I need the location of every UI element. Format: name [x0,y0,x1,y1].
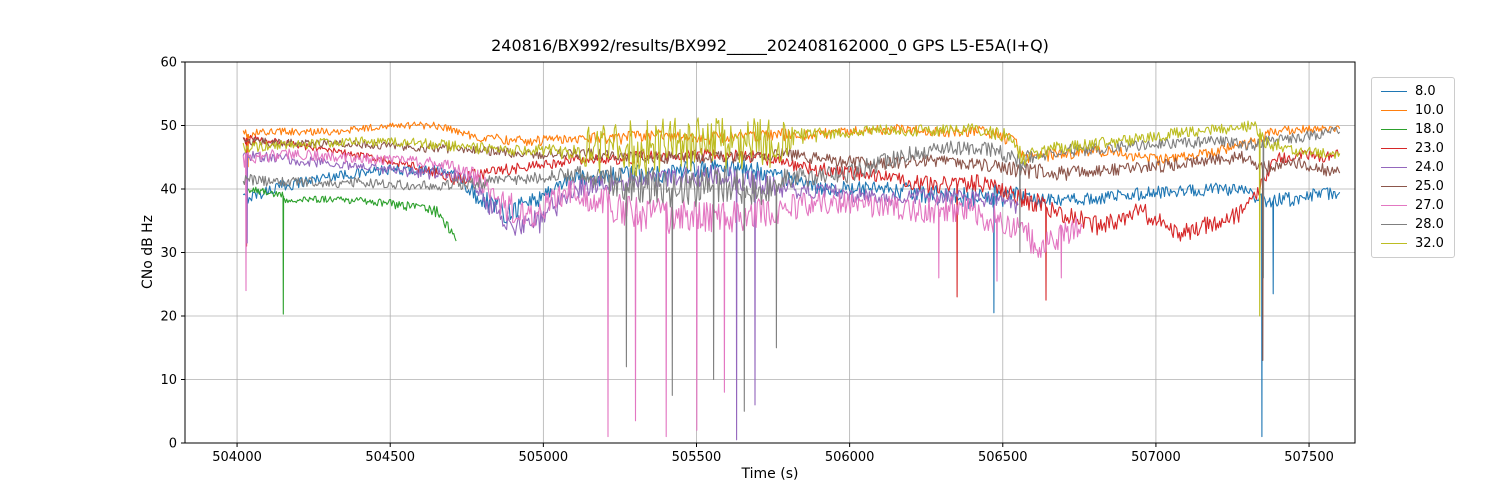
x-tick-label: 505500 [672,450,722,465]
legend-item-18.0: 18.0 [1381,123,1444,136]
series-line-27.0 [242,148,1083,438]
y-axis-label: CNo dB Hz [140,214,156,290]
legend-label: 27.0 [1415,198,1444,213]
legend-label: 24.0 [1415,160,1444,175]
series-line-25.0 [242,137,1341,361]
legend-line-sample [1381,243,1407,244]
x-tick-label: 507500 [1284,450,1334,465]
series-line-28.0 [242,126,1341,412]
series-line-24.0 [242,150,1019,441]
chart-title: 240816/BX992/results/BX992_____202408162… [491,36,1049,55]
legend-label: 23.0 [1415,141,1444,156]
y-tick-label: 50 [160,119,177,134]
legend-label: 25.0 [1415,179,1444,194]
y-tick-label: 40 [160,183,177,198]
legend-label: 8.0 [1415,84,1436,99]
x-tick-label: 505000 [519,450,569,465]
series-line-10.0 [242,121,1341,168]
y-tick-label: 60 [160,56,177,71]
legend-item-25.0: 25.0 [1381,180,1444,193]
legend-line-sample [1381,205,1407,206]
legend-line-sample [1381,129,1407,130]
series-line-32.0 [242,117,1341,317]
legend-item-28.0: 28.0 [1381,218,1444,231]
legend-line-sample [1381,91,1407,92]
x-tick-label: 504000 [212,450,262,465]
legend-item-23.0: 23.0 [1381,142,1444,155]
x-axis-label: Time (s) [741,466,799,482]
legend-item-32.0: 32.0 [1381,237,1444,250]
x-tick-label: 504500 [365,450,415,465]
x-tick-label: 506000 [825,450,875,465]
legend-label: 28.0 [1415,217,1444,232]
legend-line-sample [1381,148,1407,149]
x-tick-label: 506500 [978,450,1028,465]
legend: 8.0 10.0 18.0 23.0 24.0 25.0 27.0 28.0 32.0 [1371,77,1455,258]
x-tick-label: 507000 [1131,450,1181,465]
legend-label: 18.0 [1415,122,1444,137]
y-tick-label: 30 [160,246,177,261]
y-tick-label: 0 [169,437,177,452]
series-line-8.0 [242,157,1341,438]
legend-label: 32.0 [1415,236,1444,251]
legend-line-sample [1381,110,1407,111]
legend-item-10.0: 10.0 [1381,104,1444,117]
legend-item-27.0: 27.0 [1381,199,1444,212]
legend-item-24.0: 24.0 [1381,161,1444,174]
legend-item-8.0: 8.0 [1381,85,1444,98]
legend-line-sample [1381,186,1407,187]
y-tick-label: 10 [160,373,177,388]
y-tick-label: 20 [160,310,177,325]
legend-line-sample [1381,167,1407,168]
series-line-18.0 [245,186,457,315]
legend-label: 10.0 [1415,103,1444,118]
legend-line-sample [1381,224,1407,225]
